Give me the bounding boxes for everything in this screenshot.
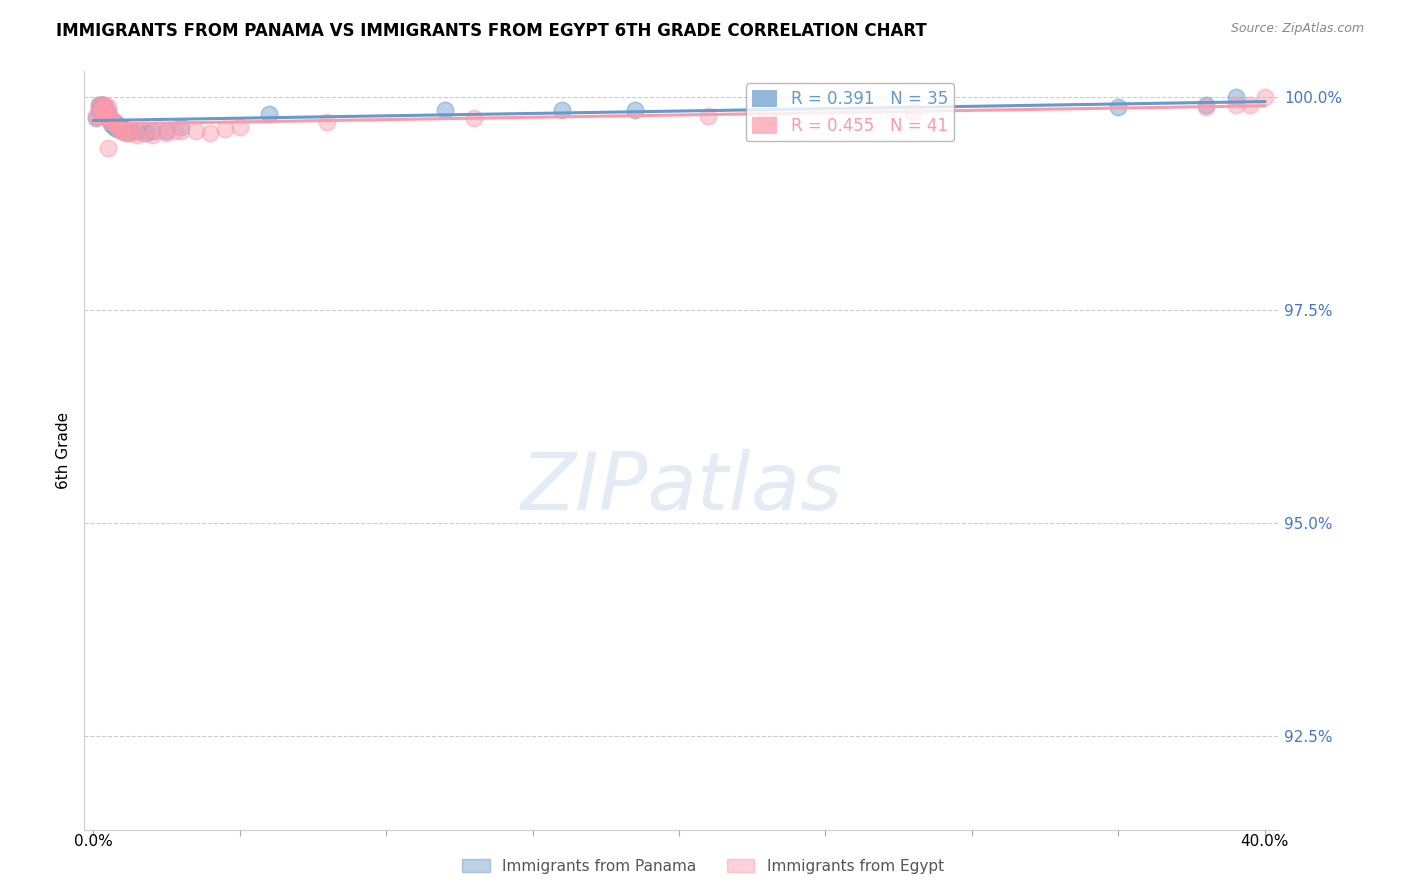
Text: ZIPatlas: ZIPatlas — [520, 450, 844, 527]
Legend: R = 0.391   N = 35, R = 0.455   N = 41: R = 0.391 N = 35, R = 0.455 N = 41 — [745, 84, 955, 142]
Point — [100, 115, 122, 129]
Point — [105, 117, 128, 131]
Point — [1239, 98, 1261, 112]
Point — [97, 107, 120, 121]
Point — [84, 112, 107, 126]
Point — [90, 103, 114, 117]
Point — [257, 107, 280, 121]
Text: IMMIGRANTS FROM PANAMA VS IMMIGRANTS FROM EGYPT 6TH GRADE CORRELATION CHART: IMMIGRANTS FROM PANAMA VS IMMIGRANTS FRO… — [56, 22, 927, 40]
Text: 40.0%: 40.0% — [1240, 834, 1289, 849]
Point — [120, 126, 142, 140]
Point — [1107, 100, 1129, 114]
Point — [90, 103, 114, 117]
Point — [316, 115, 339, 129]
Point — [97, 105, 120, 120]
Point — [97, 109, 120, 123]
Point — [97, 100, 120, 114]
Point — [103, 113, 125, 128]
Point — [103, 117, 125, 131]
Point — [105, 120, 128, 134]
Point — [551, 103, 574, 117]
Point — [155, 124, 177, 138]
Point — [214, 122, 236, 136]
Point — [624, 103, 647, 117]
Point — [127, 128, 149, 143]
Point — [200, 126, 222, 140]
Point — [697, 109, 720, 123]
Point — [146, 124, 169, 138]
Point — [228, 120, 250, 134]
Point — [84, 109, 107, 123]
Point — [94, 103, 117, 117]
Point — [108, 122, 131, 136]
Point — [117, 126, 139, 140]
Point — [87, 98, 110, 112]
Point — [108, 120, 131, 134]
Point — [1225, 98, 1247, 112]
Point — [111, 124, 134, 138]
Point — [120, 124, 142, 138]
Text: 0.0%: 0.0% — [73, 834, 112, 849]
Point — [755, 109, 778, 123]
Point — [97, 141, 120, 155]
Point — [87, 98, 110, 112]
Point — [1254, 90, 1277, 104]
Point — [141, 128, 163, 143]
Point — [903, 105, 925, 120]
Point — [184, 124, 207, 138]
Point — [135, 126, 157, 140]
Point — [103, 120, 125, 134]
Point — [132, 126, 155, 140]
Y-axis label: 6th Grade: 6th Grade — [56, 412, 72, 489]
Point — [90, 98, 114, 112]
Point — [1195, 100, 1218, 114]
Point — [141, 124, 163, 138]
Point — [114, 126, 136, 140]
Point — [90, 98, 114, 112]
Point — [105, 122, 128, 136]
Point — [100, 117, 122, 131]
Point — [170, 124, 193, 138]
Point — [94, 107, 117, 121]
Point — [90, 98, 114, 112]
Legend: Immigrants from Panama, Immigrants from Egypt: Immigrants from Panama, Immigrants from … — [456, 853, 950, 880]
Point — [127, 124, 149, 138]
Point — [1195, 98, 1218, 112]
Point — [117, 124, 139, 138]
Point — [87, 105, 110, 120]
Text: Source: ZipAtlas.com: Source: ZipAtlas.com — [1230, 22, 1364, 36]
Point — [90, 98, 114, 112]
Point — [1225, 90, 1247, 104]
Point — [94, 100, 117, 114]
Point — [100, 113, 122, 128]
Point — [103, 115, 125, 129]
Point — [100, 112, 122, 126]
Point — [155, 126, 177, 140]
Point — [170, 120, 193, 134]
Point — [87, 103, 110, 117]
Point — [463, 112, 485, 126]
Point — [94, 100, 117, 114]
Point — [111, 124, 134, 138]
Point — [114, 122, 136, 136]
Point — [97, 112, 120, 126]
Point — [433, 103, 456, 117]
Point — [94, 98, 117, 112]
Point — [165, 124, 187, 138]
